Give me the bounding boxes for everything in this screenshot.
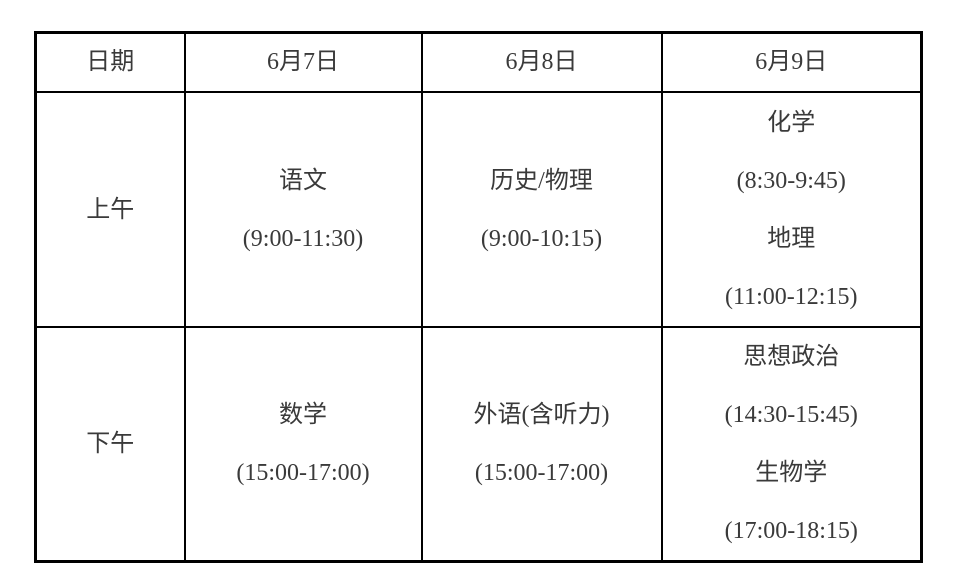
subject-text: 历史/物理 (490, 167, 593, 194)
subject-text: 地理 (767, 225, 816, 252)
header-cell-date: 日期 (34, 31, 186, 93)
exam-schedule-table: 日期 6月7日 6月8日 6月9日 上午 语文 (9:00-11:30 (34, 31, 923, 563)
morning-row: 上午 语文 (9:00-11:30) 历史/物理 (9:00-10:15) 化学… (34, 91, 923, 328)
afternoon-row: 下午 数学 (15:00-17:00) 外语(含听力) (15:00-17:00… (34, 326, 923, 563)
time-text: (9:00-10:15) (480, 225, 603, 252)
cell-morning-jun9: 化学 (8:30-9:45) 地理 (11:00-12:15) (660, 91, 923, 328)
row-label-cell-afternoon: 下午 (34, 326, 186, 563)
time-text: (11:00-12:15) (725, 283, 858, 310)
time-text: (15:00-17:00) (474, 460, 609, 486)
subject-text: 思想政治 (743, 344, 840, 370)
row-label-morning: 上午 (86, 196, 135, 223)
row-label-afternoon: 下午 (86, 431, 135, 457)
header-label-jun8: 6月8日 (505, 49, 578, 75)
cell-afternoon-jun9: 思想政治 (14:30-15:45) 生物学 (17:00-18:15) (660, 326, 923, 563)
subject-text: 化学 (767, 109, 816, 136)
header-cell-jun7: 6月7日 (183, 31, 423, 93)
header-cell-jun8: 6月8日 (420, 31, 663, 93)
header-row: 日期 6月7日 6月8日 6月9日 (34, 31, 923, 93)
time-text: (14:30-15:45) (724, 402, 858, 428)
cell-afternoon-jun7: 数学 (15:00-17:00) (183, 326, 423, 563)
cell-morning-jun7: 语文 (9:00-11:30) (183, 91, 423, 328)
time-text: (17:00-18:15) (724, 518, 858, 544)
header-label-date: 日期 (86, 49, 135, 75)
subject-text: 语文 (279, 167, 327, 194)
subject-text: 数学 (279, 402, 327, 428)
header-label-jun9: 6月9日 (755, 49, 828, 75)
cell-morning-jun8: 历史/物理 (9:00-10:15) (420, 91, 663, 328)
row-label-cell-morning: 上午 (34, 91, 186, 328)
time-text: (9:00-11:30) (242, 225, 364, 252)
subject-text: 生物学 (755, 460, 828, 486)
subject-text: 外语(含听力) (473, 402, 610, 428)
header-label-jun7: 6月7日 (267, 49, 339, 75)
cell-afternoon-jun8: 外语(含听力) (15:00-17:00) (420, 326, 663, 563)
header-cell-jun9: 6月9日 (660, 31, 923, 93)
time-text: (15:00-17:00) (236, 460, 370, 486)
time-text: (8:30-9:45) (736, 167, 846, 194)
